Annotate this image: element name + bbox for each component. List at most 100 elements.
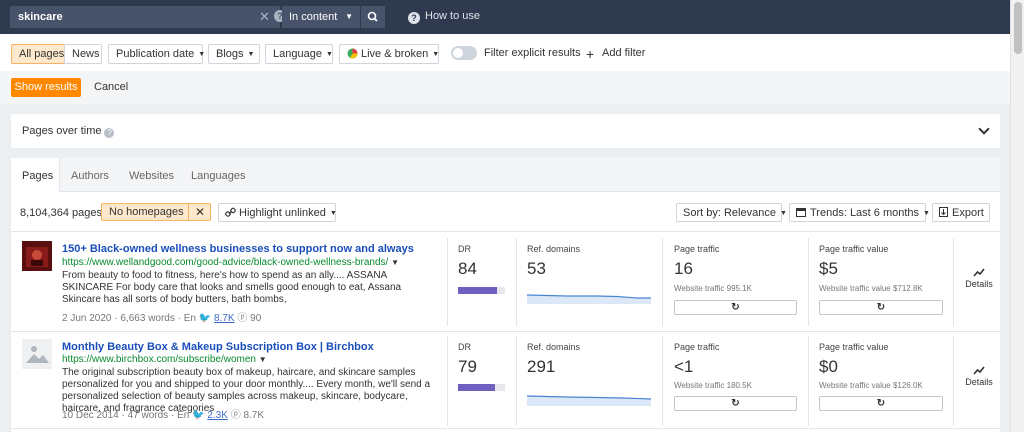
search-mode-label: In content [289, 11, 338, 23]
page-title-link[interactable]: Monthly Beauty Box & Makeup Subscription… [62, 341, 374, 353]
filter-language[interactable]: Language ▼ [265, 44, 333, 64]
filter-news[interactable]: News [64, 44, 102, 64]
scrollbar-thumb[interactable] [1014, 2, 1022, 54]
caret-down-icon: ▼ [923, 210, 930, 217]
export-label: Export [952, 207, 984, 219]
filter-language-label: Language [273, 48, 322, 60]
pages-over-time-panel[interactable]: Pages over time? [11, 114, 1000, 148]
explicit-toggle-label: Filter explicit results [484, 47, 581, 59]
refresh-page-traffic-button[interactable]: ↻ [674, 396, 797, 411]
trends-label: Trends: Last 6 months [810, 207, 920, 219]
tab-authors[interactable]: Authors [71, 170, 109, 182]
filter-publication-date[interactable]: Publication date ▼ [108, 44, 205, 64]
explicit-toggle[interactable] [451, 46, 477, 60]
refresh-icon: ↻ [731, 302, 740, 313]
sort-by-label: Sort by: Relevance [683, 207, 776, 219]
page-meta: 2 Jun 2020 · 6,663 words · En 🐦 8.7K ⓟ 9… [62, 313, 262, 324]
action-bar [0, 71, 1010, 104]
ref-domains-sparkline [527, 395, 651, 406]
ref-domains-value: 291 [527, 357, 556, 376]
chevron-down-icon[interactable] [978, 123, 990, 135]
calendar-icon [796, 208, 806, 217]
details-button[interactable]: Details [964, 366, 994, 387]
page-url-link[interactable]: https://www.wellandgood.com/good-advice/… [62, 257, 399, 268]
filter-blogs[interactable]: Blogs ▼ [208, 44, 260, 64]
no-homepages-label: No homepages [109, 206, 184, 218]
pinterest-shares: 90 [250, 313, 262, 324]
help-icon[interactable]: ? [104, 128, 115, 138]
page-url-link[interactable]: https://www.birchbox.com/subscribe/women… [62, 354, 267, 365]
tab-websites[interactable]: Websites [129, 170, 175, 182]
filter-all-pages[interactable]: All pages [11, 44, 65, 64]
twitter-shares[interactable]: 8.7K [214, 313, 235, 324]
search-mode-select[interactable]: In content ▼ [282, 6, 360, 28]
caret-down-icon[interactable]: ▼ [391, 258, 399, 267]
page-words: 47 words [127, 410, 169, 421]
live-broken-icon [347, 48, 358, 59]
dr-bar-fill [458, 287, 498, 294]
refresh-page-traffic-button[interactable]: ↻ [674, 300, 797, 315]
twitter-shares[interactable]: 2.3K [207, 410, 228, 421]
show-results-button[interactable]: Show results [11, 78, 81, 97]
page-thumbnail[interactable] [22, 241, 52, 271]
search-input[interactable]: skincare ✕ ? [10, 6, 286, 28]
twitter-icon: 🐦 [198, 313, 212, 324]
page-traffic-value-label: Page traffic value [819, 244, 889, 254]
page-traffic-value: 16 [674, 259, 693, 278]
ref-domains-value: 53 [527, 259, 546, 278]
dr-value: 79 [458, 357, 477, 376]
traffic-value: $0 [819, 357, 838, 376]
caret-down-icon[interactable]: ▼ [258, 355, 267, 364]
caret-down-icon: ▼ [329, 210, 337, 217]
page-traffic-value: <1 [674, 357, 694, 376]
details-button[interactable]: Details [964, 268, 994, 289]
column-divider [662, 238, 663, 326]
export-button[interactable]: Export [932, 203, 990, 222]
column-divider [953, 336, 954, 426]
trends-select[interactable]: Trends: Last 6 months ▼ [789, 203, 930, 222]
pinterest-shares: 8.7K [243, 410, 265, 421]
sort-by-select[interactable]: Sort by: Relevance ▼ [676, 203, 787, 222]
how-to-use-label: How to use [425, 10, 481, 22]
page-scrollbar[interactable] [1010, 0, 1024, 432]
filter-publication-date-label: Publication date [116, 48, 195, 60]
search-query[interactable]: skincare [18, 11, 63, 23]
search-button[interactable] [361, 6, 385, 28]
page-date: 2 Jun 2020 [62, 313, 112, 324]
page-date: 10 Dec 2014 [62, 410, 119, 421]
toggle-knob [453, 48, 463, 58]
website-traffic-value: Website traffic value $712.8K [819, 284, 923, 293]
add-filter-button[interactable]: Add filter [602, 47, 646, 59]
refresh-icon: ↻ [731, 398, 740, 409]
tab-bar [11, 158, 1000, 192]
page-words: 6,663 words [120, 313, 175, 324]
highlight-unlinked-button[interactable]: Highlight unlinked ▼ [218, 203, 337, 222]
page-language: En [183, 313, 196, 324]
no-homepages-filter[interactable]: No homepages ✕ [101, 203, 211, 221]
website-traffic-value: Website traffic value $126.0K [819, 381, 923, 390]
ref-domains-label: Ref. domains [527, 342, 581, 352]
clear-search-icon[interactable]: ✕ [259, 9, 270, 24]
dr-bar [458, 287, 505, 294]
twitter-icon: 🐦 [192, 410, 205, 421]
page-thumbnail[interactable] [22, 339, 52, 369]
tab-languages[interactable]: Languages [191, 170, 246, 182]
dr-value: 84 [458, 259, 477, 278]
filter-blogs-label: Blogs [216, 48, 244, 60]
add-filter-plus-icon[interactable]: + [586, 46, 595, 62]
cancel-button[interactable]: Cancel [94, 81, 129, 93]
caret-down-icon: ▼ [247, 51, 255, 58]
page-title-link[interactable]: 150+ Black-owned wellness businesses to … [62, 243, 414, 255]
refresh-traffic-value-button[interactable]: ↻ [819, 396, 943, 411]
link-icon [225, 207, 236, 217]
refresh-traffic-value-button[interactable]: ↻ [819, 300, 943, 315]
page-traffic-label: Page traffic [674, 342, 720, 352]
tab-pages[interactable]: Pages [22, 170, 54, 182]
remove-filter-icon[interactable]: ✕ [188, 204, 211, 220]
export-icon [939, 207, 948, 217]
dr-bar-fill [458, 384, 496, 391]
filter-live-broken[interactable]: Live & broken ▼ [339, 44, 439, 64]
page-language: En [177, 410, 190, 421]
page-url-text: https://www.birchbox.com/subscribe/women [62, 354, 256, 365]
how-to-use-link[interactable]: ? How to use [408, 10, 480, 24]
